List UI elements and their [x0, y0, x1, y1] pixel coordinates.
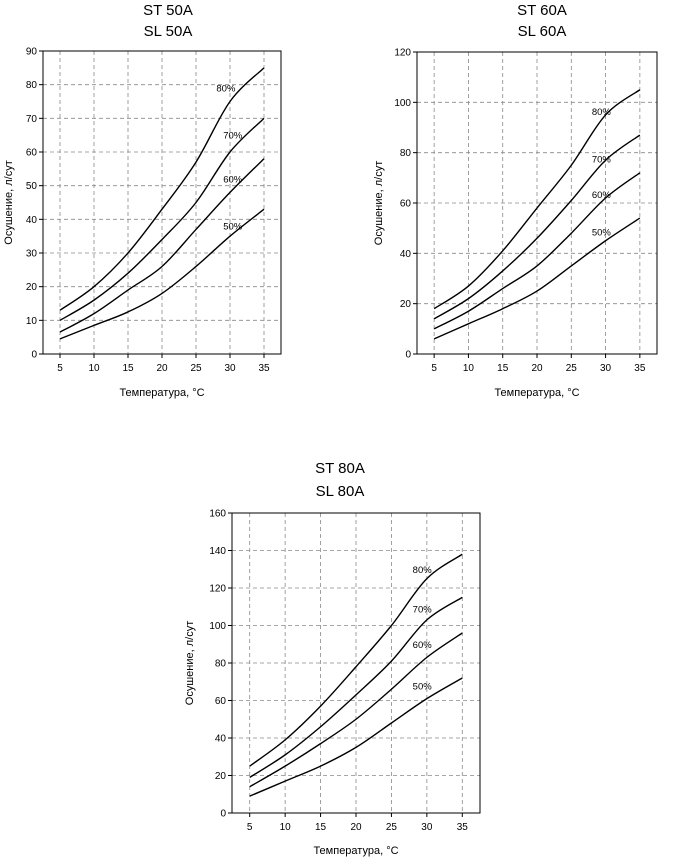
- chart-st60a-svg: ST 60A SL 60A 5 10 15 20 25 30 35 0 20 40 60 80 100 120…: [373, 2, 658, 399]
- y-axis-label: Осушение, л/сут: [3, 160, 15, 244]
- x-axis-label: Температура, °C: [494, 387, 579, 399]
- x-tick-label: 35: [634, 363, 646, 374]
- series-line-50pct: [249, 677, 463, 797]
- chart-st80a: ST 80A SL 80A 5 10 15 20 25 30 35 0 20 40 60 80 100 120…: [180, 458, 481, 865]
- y-tick-label: 140: [209, 546, 226, 557]
- series-line-50pct: [59, 208, 265, 340]
- x-axis-label: Температура, °C: [313, 845, 398, 857]
- x-tick-label: 30: [421, 822, 433, 833]
- chart-st50a: ST 50A SL 50A 5 10 15 20 25 30 35 0 10 20 30 40 50 60 70…: [0, 0, 300, 400]
- series-label-70pct: 70%: [413, 604, 433, 615]
- y-tick-label: 20: [26, 282, 38, 293]
- series-line-50pct: [433, 217, 641, 340]
- x-tick-label: 15: [497, 363, 509, 374]
- y-tick-label: 60: [400, 199, 412, 210]
- x-tick-label: 25: [386, 822, 398, 833]
- series-label-60pct: 60%: [223, 174, 243, 185]
- x-tick-label: 20: [350, 822, 362, 833]
- chart-title-line: ST 80A: [315, 460, 365, 477]
- grid: [43, 50, 281, 354]
- x-tick-label: 30: [600, 363, 612, 374]
- x-tick-label: 25: [190, 363, 202, 374]
- x-tick-label: 20: [156, 363, 168, 374]
- y-tick-label: 120: [394, 48, 411, 59]
- x-tick-label: 10: [463, 363, 475, 374]
- series-label-80pct: 80%: [592, 107, 612, 118]
- y-tick-label: 80: [215, 659, 227, 670]
- series-line-80pct: [433, 89, 641, 310]
- x-tick-label: 35: [258, 363, 270, 374]
- chart-st80a-svg: ST 80A SL 80A 5 10 15 20 25 30 35 0 20 40 60 80 100 120…: [184, 460, 481, 857]
- y-tick-label: 40: [215, 734, 227, 745]
- y-tick-label: 40: [26, 215, 38, 226]
- y-tick-label: 80: [26, 80, 38, 91]
- x-tick-label: 15: [315, 822, 327, 833]
- series-label-50pct: 50%: [592, 228, 612, 239]
- y-tick-label: 100: [209, 621, 226, 632]
- y-tick-label: 0: [405, 350, 411, 361]
- y-tick-label: 10: [26, 316, 38, 327]
- y-tick-label: 0: [220, 809, 226, 820]
- series-label-60pct: 60%: [592, 190, 612, 201]
- y-axis-label: Осушение, л/сут: [184, 621, 196, 705]
- series-line-80pct: [249, 553, 463, 767]
- y-tick-label: 120: [209, 584, 226, 595]
- y-tick-label: 40: [400, 249, 412, 260]
- series-label-70pct: 70%: [592, 155, 612, 166]
- y-tick-label: 160: [209, 509, 226, 520]
- series-line-70pct: [249, 596, 463, 778]
- y-tick-label: 100: [394, 98, 411, 109]
- x-tick-label: 5: [431, 363, 437, 374]
- chart-title-line: SL 50A: [144, 23, 193, 40]
- series-label-60pct: 60%: [413, 640, 433, 651]
- series-label-70pct: 70%: [223, 131, 243, 142]
- grid: [232, 512, 480, 813]
- y-tick-label: 80: [400, 148, 412, 159]
- chart-title-line: ST 50A: [143, 2, 193, 19]
- series-line-60pct: [59, 158, 265, 333]
- y-tick-label: 20: [215, 771, 227, 782]
- y-tick-label: 50: [26, 181, 38, 192]
- x-tick-label: 5: [247, 822, 253, 833]
- y-tick-label: 30: [26, 249, 38, 260]
- chart-title-line: ST 60A: [517, 2, 567, 19]
- x-tick-label: 25: [566, 363, 578, 374]
- chart-title-line: SL 60A: [518, 23, 567, 40]
- y-tick-label: 60: [26, 148, 38, 159]
- y-tick-label: 90: [26, 47, 38, 58]
- chart-title-line: SL 80A: [316, 483, 365, 500]
- y-tick-label: 70: [26, 114, 38, 125]
- series-line-60pct: [249, 632, 463, 788]
- series-line-60pct: [433, 172, 641, 330]
- series-line-80pct: [59, 67, 265, 311]
- series-label-50pct: 50%: [413, 681, 433, 692]
- x-tick-label: 10: [280, 822, 292, 833]
- x-tick-label: 35: [457, 822, 469, 833]
- x-tick-label: 20: [531, 363, 543, 374]
- series-line-70pct: [59, 117, 265, 321]
- x-tick-label: 10: [88, 363, 100, 374]
- y-tick-label: 20: [400, 299, 412, 310]
- chart-st50a-svg: ST 50A SL 50A 5 10 15 20 25 30 35 0 10 20 30 40 50 60 70…: [3, 2, 282, 399]
- series-line-70pct: [433, 134, 641, 320]
- series-label-80pct: 80%: [413, 565, 433, 576]
- series-label-80pct: 80%: [216, 83, 236, 94]
- x-tick-label: 15: [122, 363, 134, 374]
- y-axis-label: Осушение, л/сут: [373, 161, 385, 245]
- y-tick-label: 60: [215, 696, 227, 707]
- series-label-50pct: 50%: [223, 221, 243, 232]
- chart-st60a: ST 60A SL 60A 5 10 15 20 25 30 35 0 20 40 60 80 100 120…: [370, 0, 675, 400]
- x-axis-label: Температура, °C: [119, 387, 204, 399]
- x-tick-label: 30: [224, 363, 236, 374]
- y-tick-label: 0: [31, 350, 37, 361]
- x-tick-label: 5: [57, 363, 63, 374]
